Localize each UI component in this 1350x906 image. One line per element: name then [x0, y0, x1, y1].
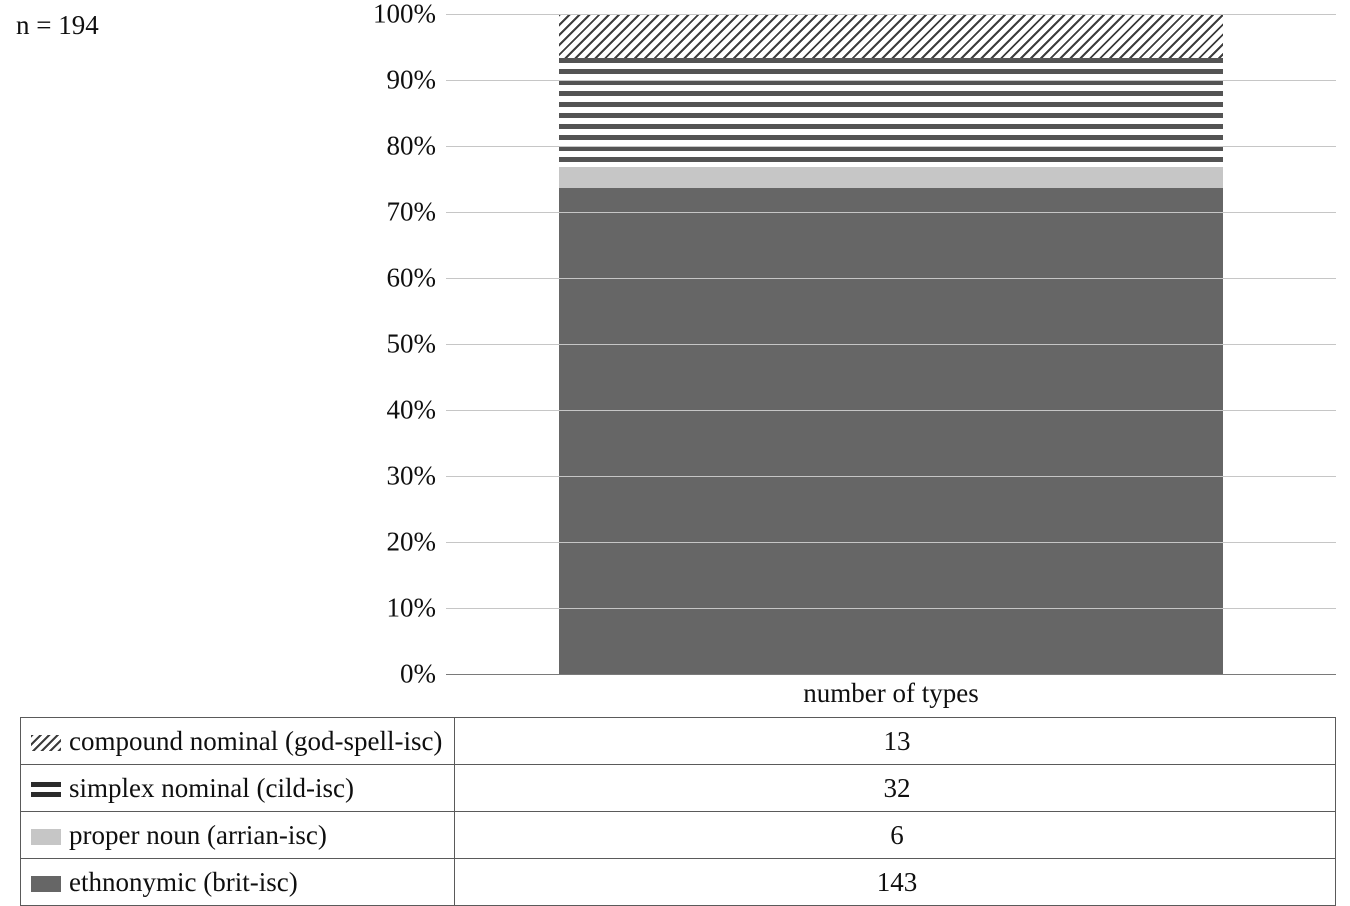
legend-swatch-simplex-nominal — [31, 782, 61, 798]
gridline — [446, 344, 1336, 346]
legend-row-ethnonymic: ethnonymic (brit-isc) 143 — [21, 859, 1336, 906]
legend-swatch-compound-nominal — [31, 735, 61, 751]
legend-label-cell: ethnonymic (brit-isc) — [21, 859, 455, 906]
legend-label-text: proper noun (arrian-isc) — [69, 820, 327, 850]
legend-label-cell: simplex nominal (cild-isc) — [21, 765, 455, 812]
sample-size-label: n = 194 — [16, 10, 99, 41]
y-tick-label: 10% — [387, 593, 437, 624]
legend-swatch-proper-noun — [31, 829, 61, 845]
gridline — [446, 14, 1336, 16]
bar-segment-proper-noun — [559, 167, 1223, 187]
legend-label-text: simplex nominal (cild-isc) — [69, 773, 354, 803]
legend-value-cell: 6 — [454, 812, 1335, 859]
legend-value-cell: 143 — [454, 859, 1335, 906]
y-tick-label: 20% — [387, 527, 437, 558]
legend-label-text: ethnonymic (brit-isc) — [69, 867, 298, 897]
gridline — [446, 410, 1336, 412]
y-tick-label: 50% — [387, 329, 437, 360]
legend-row-compound-nominal: compound nominal (god-spell-isc) 13 — [21, 718, 1336, 765]
y-tick-label: 100% — [373, 0, 436, 30]
bar-segment-compound-nominal — [559, 14, 1223, 58]
gridline — [446, 476, 1336, 478]
y-tick-label: 70% — [387, 197, 437, 228]
y-tick-label: 90% — [387, 65, 437, 96]
gridline — [446, 80, 1336, 82]
legend-swatch-ethnonymic — [31, 876, 61, 892]
legend-value-cell: 32 — [454, 765, 1335, 812]
legend-row-proper-noun: proper noun (arrian-isc) 6 — [21, 812, 1336, 859]
y-tick-label: 40% — [387, 395, 437, 426]
gridline — [446, 608, 1336, 610]
gridline — [446, 542, 1336, 544]
gridline — [446, 212, 1336, 214]
bar-segment-ethnonymic — [559, 188, 1223, 674]
y-tick-label: 60% — [387, 263, 437, 294]
y-tick-label: 0% — [400, 659, 436, 690]
gridline — [446, 674, 1336, 676]
legend-label-text: compound nominal (god-spell-isc) — [69, 726, 442, 756]
gridline — [446, 146, 1336, 148]
y-tick-label: 80% — [387, 131, 437, 162]
legend-row-simplex-nominal: simplex nominal (cild-isc) 32 — [21, 765, 1336, 812]
y-tick-label: 30% — [387, 461, 437, 492]
bar-segment-simplex-nominal — [559, 58, 1223, 167]
x-axis-category-label: number of types — [559, 678, 1223, 709]
figure-container: n = 194 0%10%20%30%40%50%60%70%80%90%100… — [0, 0, 1350, 872]
legend-value-cell: 13 — [454, 718, 1335, 765]
legend-label-cell: proper noun (arrian-isc) — [21, 812, 455, 859]
plot-area: 0%10%20%30%40%50%60%70%80%90%100% — [446, 14, 1336, 674]
legend-data-table: compound nominal (god-spell-isc)13simple… — [20, 717, 1336, 906]
legend-label-cell: compound nominal (god-spell-isc) — [21, 718, 455, 765]
legend-body: compound nominal (god-spell-isc)13simple… — [21, 718, 1336, 906]
gridline — [446, 278, 1336, 280]
